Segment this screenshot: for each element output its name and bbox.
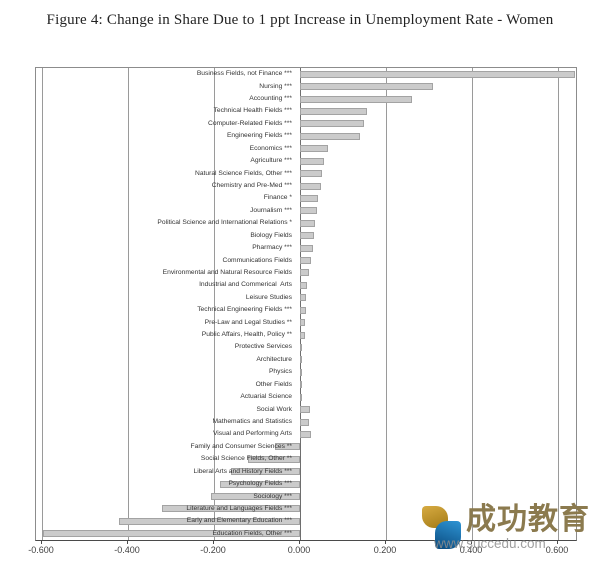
category-label: Liberal Arts and History Fields *** bbox=[193, 467, 293, 475]
category-label: Finance * bbox=[263, 194, 292, 202]
bar bbox=[220, 480, 300, 488]
bar bbox=[300, 70, 576, 78]
category-label: Architecture bbox=[256, 355, 292, 363]
category-label: Biology Fields bbox=[250, 231, 292, 239]
category-label: Environmental and Natural Resource Field… bbox=[162, 268, 292, 276]
category-label: Natural Science Fields, Other *** bbox=[194, 169, 292, 177]
category-label: Education Fields, Other *** bbox=[212, 529, 292, 537]
figure-title: Figure 4: Change in Share Due to 1 ppt I… bbox=[46, 12, 554, 28]
category-label: Industrial and Commerical Arts bbox=[199, 281, 292, 289]
bar bbox=[300, 83, 434, 91]
bar bbox=[247, 455, 300, 463]
bar bbox=[300, 319, 305, 327]
plot-area: Business Fields, not Finance *** Nursing … bbox=[35, 67, 577, 541]
watermark: 成功教育 www.succedu.com bbox=[420, 500, 600, 558]
category-label: Other Fields bbox=[255, 380, 292, 388]
category-label: Engineering Fields *** bbox=[226, 132, 292, 140]
gridline bbox=[300, 68, 301, 540]
category-label: Social Science Fields, Other ** bbox=[200, 455, 292, 463]
bar bbox=[119, 517, 300, 525]
bar bbox=[162, 505, 300, 513]
category-label: Physics bbox=[268, 368, 292, 376]
x-axis-tick-label: -0.600 bbox=[28, 545, 54, 555]
x-axis-tick-label: 0.000 bbox=[287, 545, 311, 555]
category-label: Technical Health Fields *** bbox=[213, 107, 292, 115]
x-axis-tick-label: 0.200 bbox=[373, 545, 397, 555]
gridline bbox=[472, 68, 473, 540]
bar bbox=[300, 343, 303, 351]
bar bbox=[300, 430, 312, 438]
category-label: Technical Engineering Fields *** bbox=[197, 306, 292, 314]
logo-blue-shape bbox=[435, 521, 461, 549]
bar bbox=[300, 269, 309, 277]
bar bbox=[300, 281, 308, 289]
bar bbox=[300, 368, 302, 376]
bar bbox=[300, 418, 310, 426]
category-label: Business Fields, not Finance *** bbox=[196, 70, 292, 78]
category-label: Literature and Languages Fields *** bbox=[186, 504, 292, 512]
bar bbox=[300, 356, 302, 364]
bar bbox=[300, 132, 360, 140]
category-label: Sociology *** bbox=[253, 492, 292, 500]
bar bbox=[300, 257, 312, 265]
category-label: Economics *** bbox=[249, 144, 292, 152]
category-label: Public Affairs, Health, Policy ** bbox=[201, 331, 292, 339]
bar bbox=[300, 244, 313, 252]
category-label: Communications Fields bbox=[222, 256, 292, 264]
bar bbox=[300, 107, 367, 115]
watermark-brand: 成功教育 bbox=[466, 503, 590, 536]
bar bbox=[300, 219, 316, 227]
gridline bbox=[386, 68, 387, 540]
brand-logo-icon bbox=[422, 504, 464, 550]
bar bbox=[300, 232, 314, 240]
gridline bbox=[558, 68, 559, 540]
bar bbox=[300, 393, 302, 401]
category-label: Early and Elementary Education *** bbox=[186, 517, 292, 525]
gridline bbox=[42, 68, 43, 540]
x-axis-tick-label: -0.400 bbox=[114, 545, 140, 555]
bar bbox=[43, 530, 300, 538]
bar bbox=[300, 406, 311, 414]
category-label: Computer-Related Fields *** bbox=[207, 119, 292, 127]
category-label: Psychology Fields *** bbox=[228, 480, 292, 488]
bar bbox=[300, 381, 302, 389]
bar bbox=[275, 443, 300, 451]
bar bbox=[300, 194, 319, 202]
category-label: Political Science and International Rela… bbox=[157, 219, 292, 227]
category-label: Pharmacy *** bbox=[252, 244, 292, 252]
category-label: Mathematics and Statistics bbox=[212, 418, 292, 425]
category-label: Leisure Studies bbox=[245, 293, 292, 301]
category-label: Actuarial Science bbox=[240, 393, 292, 401]
bar bbox=[300, 145, 328, 153]
bar bbox=[210, 493, 300, 501]
watermark-url: www.succedu.com bbox=[434, 536, 546, 551]
gridline bbox=[214, 68, 215, 540]
category-label: Family and Consumer Sciences ** bbox=[190, 442, 292, 450]
category-label: Visual and Performing Arts bbox=[212, 430, 292, 438]
bar bbox=[300, 182, 322, 190]
bar bbox=[300, 294, 307, 302]
category-label: Accounting *** bbox=[249, 95, 292, 103]
bar bbox=[300, 207, 318, 215]
bar bbox=[300, 306, 307, 314]
category-label: Chemistry and Pre-Med *** bbox=[211, 182, 292, 189]
category-label: Journalism *** bbox=[250, 206, 292, 214]
category-label: Nursing *** bbox=[259, 82, 292, 90]
bar bbox=[300, 170, 322, 178]
x-axis-tick-label: -0.200 bbox=[200, 545, 226, 555]
bar bbox=[231, 468, 300, 476]
category-label: Pre-Law and Legal Studies ** bbox=[204, 318, 292, 326]
category-label: Protective Services bbox=[234, 343, 292, 351]
gridline bbox=[128, 68, 129, 540]
bar bbox=[300, 331, 305, 339]
bar bbox=[300, 95, 412, 103]
bar bbox=[300, 120, 364, 128]
bar bbox=[300, 157, 325, 165]
category-label: Agriculture *** bbox=[250, 157, 292, 165]
category-label: Social Work bbox=[256, 405, 292, 413]
